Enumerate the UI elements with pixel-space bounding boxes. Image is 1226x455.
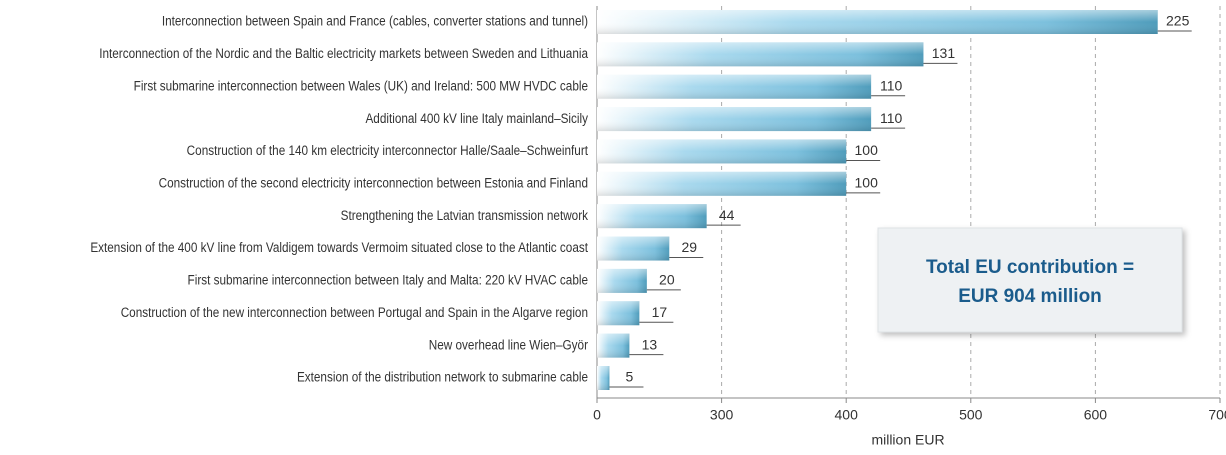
category-label: Extension of the distribution network to… [297, 369, 588, 385]
value-label: 17 [652, 304, 668, 320]
value-label: 44 [719, 207, 735, 223]
value-label: 20 [659, 272, 675, 288]
value-label: 100 [855, 142, 879, 158]
category-label: Strengthening the Latvian transmission n… [341, 207, 589, 223]
value-label: 100 [855, 175, 879, 191]
value-label: 13 [642, 336, 658, 352]
x-tick-label: 700 [1208, 407, 1226, 423]
value-label: 225 [1166, 13, 1190, 29]
x-tick-label: 400 [835, 407, 859, 423]
bar-shade [597, 333, 630, 358]
bar-shade [597, 366, 610, 390]
annotation: Total EU contribution = [926, 257, 1134, 278]
category-label: Interconnection between Spain and France… [162, 13, 588, 29]
value-label: 5 [626, 369, 634, 385]
annotation: EUR 904 million [958, 286, 1102, 307]
value-label: 110 [880, 110, 903, 126]
category-labels: Interconnection between Spain and France… [90, 13, 588, 385]
bar-shade [597, 236, 670, 261]
bar-shade [597, 171, 847, 196]
value-label: 131 [932, 45, 956, 61]
x-tick-label: 600 [1084, 407, 1108, 423]
x-tick-label: 0 [593, 407, 601, 423]
bar-shade [597, 42, 924, 67]
bar-shade [597, 139, 847, 164]
category-label: Interconnection of the Nordic and the Ba… [99, 45, 589, 61]
bar-shade [597, 10, 1158, 34]
category-label: First submarine interconnection between … [134, 77, 588, 93]
bar-shade [597, 268, 647, 293]
value-label: 110 [880, 77, 903, 93]
x-axis-title: million EUR [871, 432, 944, 448]
bar-shade [597, 301, 640, 326]
category-label: First submarine interconnection between … [188, 272, 588, 288]
value-label: 29 [681, 239, 697, 255]
category-label: Construction of the 140 km electricity i… [187, 142, 589, 158]
category-label: Additional 400 kV line Italy mainland–Si… [365, 110, 588, 126]
annotation-box [877, 227, 1183, 333]
bar-shade [597, 107, 872, 132]
x-tick-label: 300 [710, 407, 734, 423]
category-label: Extension of the 400 kV line from Valdig… [90, 239, 588, 255]
category-label: New overhead line Wien–Györ [429, 336, 589, 352]
x-tick-label: 500 [959, 407, 983, 423]
category-label: Construction of the new interconnection … [121, 304, 588, 320]
category-label: Construction of the second electricity i… [159, 175, 588, 191]
bar-shade [597, 204, 707, 229]
bar-shade [597, 74, 872, 99]
